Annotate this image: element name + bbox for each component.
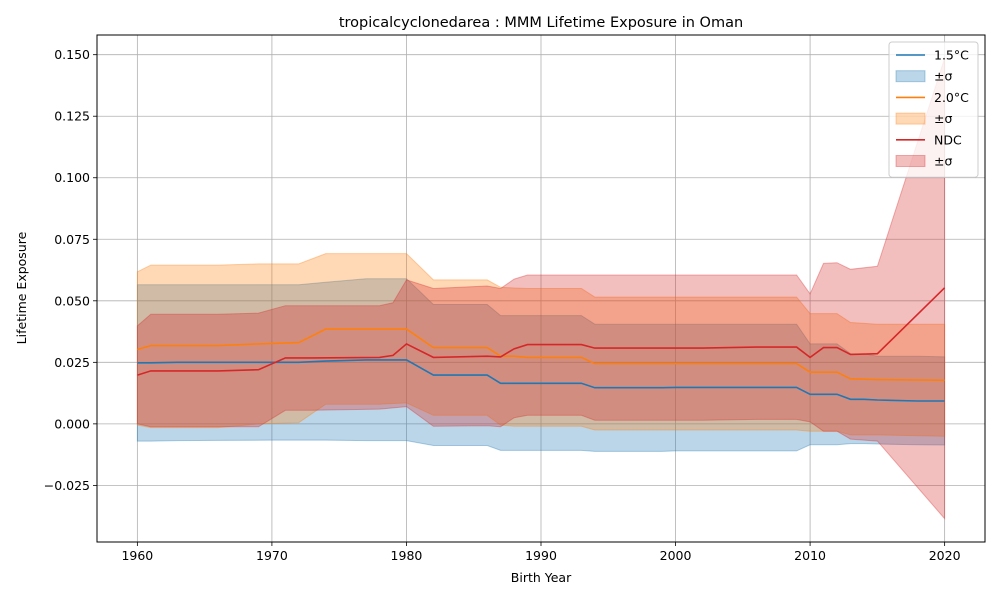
legend-label: ±σ: [934, 154, 952, 169]
chart-title: tropicalcyclonedarea : MMM Lifetime Expo…: [339, 15, 743, 31]
line-ndc: [137, 287, 946, 376]
y-tick-label: 0.100: [54, 170, 90, 185]
y-tick-label: 0.125: [54, 109, 90, 124]
legend-label: NDC: [934, 132, 962, 147]
legend-band-swatch: [895, 70, 926, 83]
x-tick-label: 1970: [256, 548, 288, 563]
y-tick-label: 0.150: [54, 47, 90, 62]
legend-band-swatch: [895, 155, 926, 167]
legend-band-swatch: [895, 112, 926, 125]
band-ndc: [136, 58, 946, 520]
y-tick-label: 0.050: [54, 293, 90, 308]
legend: 1.5°C ±σ 2.0°C ±σ NDC ±σ: [888, 41, 979, 178]
x-tick-label: 2020: [929, 548, 961, 563]
y-tick-label: −0.025: [44, 478, 90, 493]
y-tick-label: 0.025: [54, 355, 90, 370]
mean-lines: [137, 287, 946, 402]
uncertainty-bands: [136, 58, 946, 520]
x-tick-label: 1990: [525, 548, 557, 563]
x-tick-label: 2010: [794, 548, 826, 563]
legend-label: 1.5°C: [934, 48, 969, 63]
legend-label: ±σ: [934, 111, 952, 126]
y-axis-label: Lifetime Exposure: [14, 231, 29, 344]
line-1-5-c: [137, 359, 945, 402]
band-1-5-c: [136, 278, 946, 452]
legend-label: 2.0°C: [934, 90, 969, 105]
x-axis-label: Birth Year: [511, 570, 572, 585]
x-tick-label: 2000: [660, 548, 692, 563]
line-2-0-c: [137, 328, 945, 382]
x-tick-label: 1980: [391, 548, 423, 563]
y-tick-label: 0.075: [54, 232, 90, 247]
x-axis-ticks: 1960 1970 1980 1990 2000 2010 2020: [121, 542, 961, 563]
x-tick-label: 1960: [121, 548, 153, 563]
y-axis-ticks: −0.025 0.000 0.025 0.050 0.075 0.100 0.125 0.15…: [44, 47, 97, 493]
y-tick-label: 0.000: [54, 416, 90, 431]
legend-label: ±σ: [934, 69, 952, 84]
legend-box: [888, 41, 979, 178]
